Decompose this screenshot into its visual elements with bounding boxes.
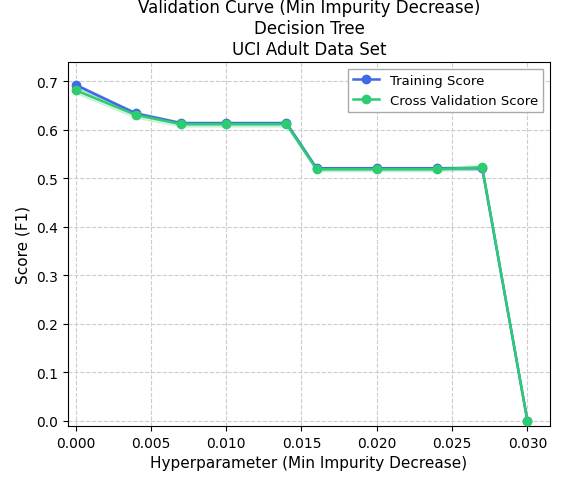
Training Score [177,121,184,127]
Legend: Training Score, Cross Validation Score: Training Score, Cross Validation Score [348,70,543,113]
Line: Training Score: Training Score [71,81,532,425]
Training Score [374,166,380,172]
Cross Validation Score [223,122,230,128]
Cross Validation Score [313,167,320,173]
Cross Validation Score [283,122,290,128]
Training Score [133,111,139,117]
Training Score [434,166,441,172]
Training Score [223,121,230,127]
Training Score [283,121,290,127]
Y-axis label: Score (F1): Score (F1) [16,205,31,284]
Cross Validation Score [374,167,380,173]
Cross Validation Score [72,88,79,94]
Line: Cross Validation Score: Cross Validation Score [71,87,532,425]
Cross Validation Score [434,167,441,173]
Training Score [72,83,79,89]
Training Score [524,418,531,424]
Cross Validation Score [479,165,485,171]
Cross Validation Score [177,122,184,128]
Training Score [479,166,485,172]
Title: Validation Curve (Min Impurity Decrease)
Decision Tree
UCI Adult Data Set: Validation Curve (Min Impurity Decrease)… [138,0,480,59]
X-axis label: Hyperparameter (Min Impurity Decrease): Hyperparameter (Min Impurity Decrease) [150,455,468,470]
Cross Validation Score [524,418,531,424]
Cross Validation Score [133,113,139,119]
Training Score [313,166,320,172]
